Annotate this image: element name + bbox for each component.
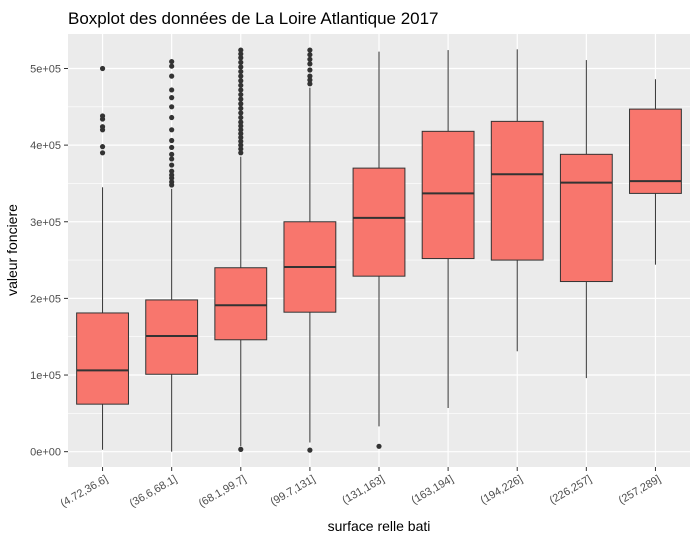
outlier-point [238, 114, 244, 121]
outlier-point [169, 95, 175, 101]
outlier-point [238, 51, 244, 57]
outlier-point [169, 137, 175, 144]
box [352, 167, 406, 277]
y-axis-title: valeur fonciere [4, 204, 20, 296]
outlier-point [238, 87, 244, 93]
box [76, 312, 129, 405]
outlier-point [307, 61, 313, 67]
outlier-point [238, 142, 244, 148]
outlier-point [169, 156, 175, 162]
outlier-point [238, 105, 244, 111]
outlier-point [238, 146, 244, 152]
outlier-point [238, 47, 244, 53]
outlier-point [238, 138, 244, 144]
outlier-point [238, 119, 244, 125]
outlier-point [169, 114, 175, 121]
outlier-point [238, 64, 244, 70]
outlier-point [307, 447, 313, 453]
outlier-point [99, 65, 106, 72]
outlier-point [169, 127, 175, 133]
outlier-point [169, 151, 175, 157]
outlier-point [99, 124, 106, 130]
outlier-point [238, 131, 244, 137]
outlier-point [307, 52, 313, 58]
box [145, 299, 199, 375]
outlier-point [99, 113, 106, 119]
y-tick-label: 2e+05 [30, 293, 61, 305]
y-tick-label: 3e+05 [30, 217, 61, 229]
box-group [490, 49, 544, 352]
outlier-point [238, 68, 244, 75]
outlier-point [169, 168, 175, 174]
outlier-point [238, 150, 244, 156]
outlier-point [169, 87, 175, 93]
outlier-point [238, 91, 244, 98]
outlier-point [307, 47, 313, 53]
outlier-point [238, 127, 244, 133]
outlier-point [169, 179, 175, 185]
y-tick-label: 5e+05 [30, 63, 61, 75]
box-group [421, 50, 475, 408]
outlier-point [169, 63, 175, 69]
outlier-point [238, 446, 244, 452]
outlier-point [238, 96, 244, 102]
y-tick-label: 4e+05 [30, 140, 61, 152]
boxes [76, 47, 682, 453]
outlier-point [238, 110, 244, 116]
box-group [76, 65, 129, 450]
box-group [629, 79, 682, 265]
outlier-point [169, 73, 175, 79]
outlier-point [238, 123, 244, 129]
outlier-point [238, 78, 244, 84]
box-group [214, 47, 268, 452]
outlier-point [307, 56, 313, 62]
outlier-point [238, 82, 244, 88]
outlier-point [307, 77, 313, 83]
outlier-point [169, 162, 175, 168]
x-axis-title: surface relle bati [328, 518, 431, 534]
outlier-point [169, 144, 175, 151]
box [421, 130, 475, 260]
box-group [352, 51, 406, 449]
outlier-point [99, 144, 106, 150]
outlier-point [307, 81, 313, 87]
box [559, 153, 613, 283]
outlier-point [307, 67, 313, 73]
outlier-point [99, 150, 106, 156]
outlier-point [238, 59, 244, 65]
box-group [283, 47, 337, 453]
box-group [559, 60, 613, 379]
y-tick-label: 0e+00 [30, 447, 61, 459]
y-axis: 0e+00 1e+05 2e+05 3e+05 4e+05 5e+05 [30, 63, 68, 459]
outlier-point [238, 101, 244, 107]
chart-title: Boxplot des données de La Loire Atlantiq… [68, 9, 439, 28]
outlier-point [376, 443, 382, 449]
y-tick-label: 1e+05 [30, 370, 61, 382]
box [490, 120, 544, 261]
box-group [145, 58, 199, 452]
outlier-point [307, 73, 313, 79]
outlier-point [238, 134, 244, 141]
outlier-point [169, 58, 175, 65]
outlier-point [169, 172, 175, 178]
outlier-point [238, 73, 244, 79]
outlier-point [169, 104, 175, 110]
outlier-point [238, 55, 244, 61]
box [214, 267, 268, 341]
box [629, 108, 682, 194]
